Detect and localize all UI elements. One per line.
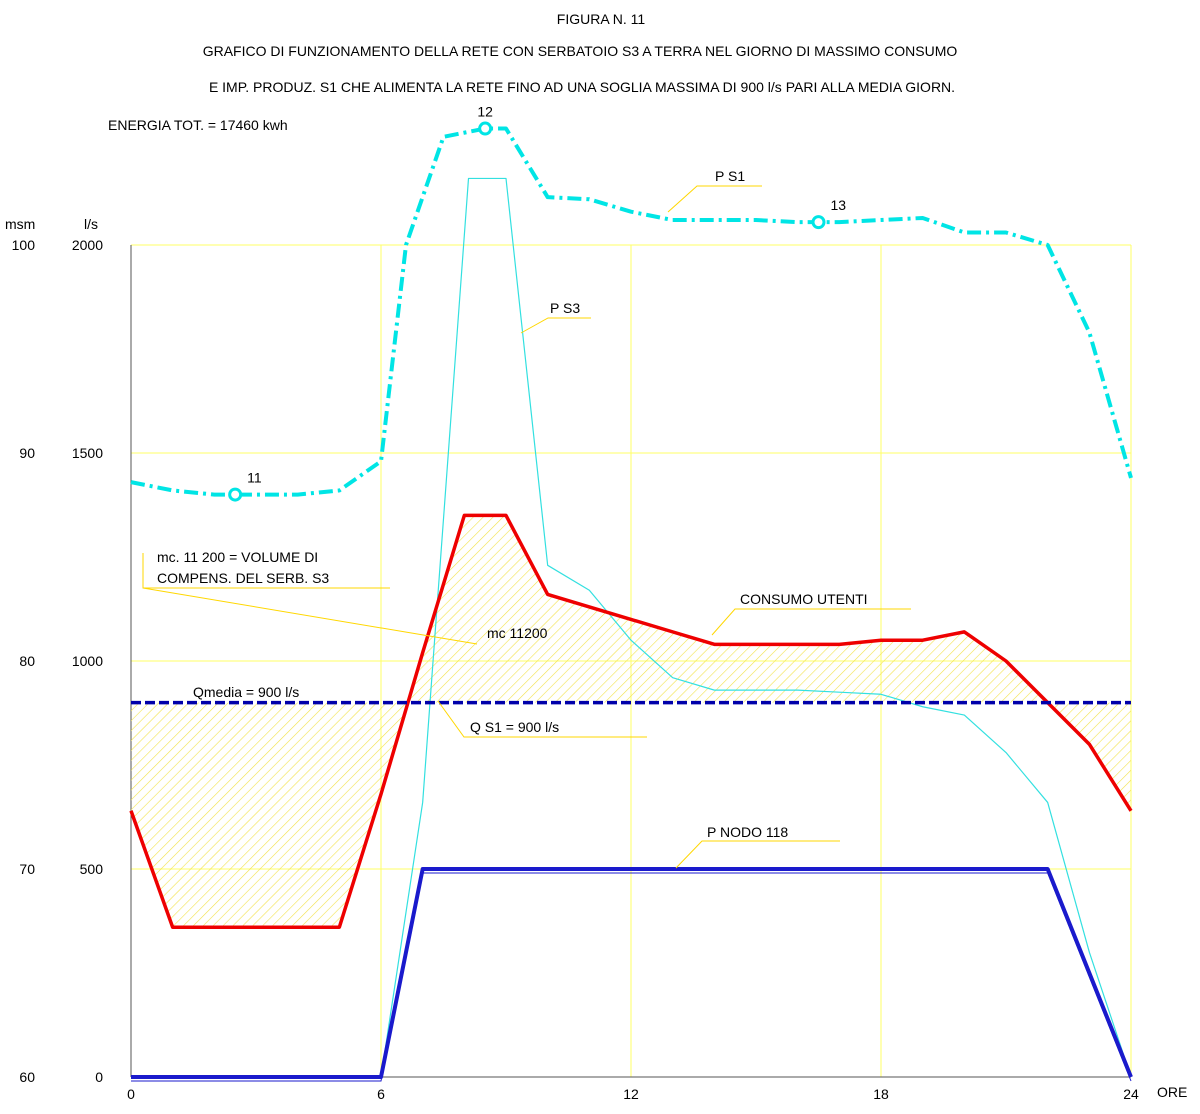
x-tick-label: 6: [377, 1086, 385, 1102]
annotation-ps1-label: P S1: [715, 168, 745, 184]
energy-total: ENERGIA TOT. = 17460 kwh: [108, 117, 288, 133]
annotation-qs1-label: Q S1 = 900 l/s: [470, 719, 559, 735]
chart-title-line2: E IMP. PRODUZ. S1 CHE ALIMENTA LA RETE F…: [209, 79, 955, 95]
tick-labels: 0 6 12 18 24 0 500 1000 1500 2000 60 70 80 90 100: [12, 237, 1139, 1102]
annotation-ps1: P S1: [667, 168, 762, 213]
series-p-s3: [380, 177, 1132, 1078]
y-tick-label-flow: 0: [95, 1069, 103, 1085]
x-tick-label: 24: [1123, 1086, 1139, 1102]
annotation-pnodo-label: P NODO 118: [707, 824, 788, 840]
marker-11: [228, 487, 243, 502]
y-tick-label-msm: 60: [19, 1069, 35, 1085]
marker-label-11: 11: [247, 470, 262, 486]
series-p-s1: [130, 126, 1133, 497]
x-axis-label: ORE: [1157, 1084, 1187, 1100]
series-lines: [129, 126, 1133, 1082]
annotation-volume-note-line2: COMPENS. DEL SERB. S3: [157, 570, 329, 586]
y-tick-label-msm: 90: [19, 445, 35, 461]
y-tick-label-flow: 1000: [72, 653, 103, 669]
hatch-below-qmedia: [131, 703, 1131, 928]
y-tick-label-msm: 70: [19, 861, 35, 877]
annotation-ps3-label: P S3: [550, 300, 580, 316]
series-markers: 11 12 13: [228, 104, 847, 502]
hatch-above-qmedia: [131, 515, 1131, 703]
x-tick-label: 12: [623, 1086, 639, 1102]
y-tick-label-msm: 100: [12, 237, 36, 253]
annotation-mc11200: mc 11200: [142, 587, 548, 645]
series-p-nodo-118-inner: [131, 872, 1132, 1082]
annotation-qs1: Q S1 = 900 l/s: [437, 700, 647, 738]
msm-axis-label: msm: [5, 216, 35, 232]
flow-axis-label: l/s: [84, 216, 98, 232]
annotation-consumo-label: CONSUMO UTENTI: [740, 591, 868, 607]
annotation-mc11200-label: mc 11200: [487, 625, 548, 641]
marker-label-13: 13: [831, 197, 847, 213]
x-tick-label: 18: [873, 1086, 889, 1102]
figure-label: FIGURA N. 11: [557, 11, 646, 27]
series-consumo-utenti: [129, 513, 1133, 929]
annotation-ps3: P S3: [520, 300, 591, 334]
marker-label-12: 12: [477, 104, 493, 120]
marker-12: [478, 121, 493, 136]
marker-13: [811, 215, 826, 230]
annotation-qmedia-label: Qmedia = 900 l/s: [193, 684, 299, 700]
chart-title-line1: GRAFICO DI FUNZIONAMENTO DELLA RETE CON …: [203, 43, 958, 59]
annotation-volume-note: mc. 11 200 = VOLUME DI COMPENS. DEL SERB…: [142, 549, 390, 589]
y-tick-label-msm: 80: [19, 653, 35, 669]
annotation-pnodo: P NODO 118: [675, 824, 840, 869]
y-tick-label-flow: 1500: [72, 445, 103, 461]
annotation-qmedia: Qmedia = 900 l/s: [193, 684, 299, 700]
compensation-volume-hatch: [131, 515, 1131, 928]
series-p-nodo-118: [131, 867, 1133, 1079]
annotation-volume-note-line1: mc. 11 200 = VOLUME DI: [157, 549, 318, 565]
annotation-consumo: CONSUMO UTENTI: [711, 591, 911, 636]
y-tick-label-flow: 2000: [72, 237, 103, 253]
y-tick-label-flow: 500: [80, 861, 104, 877]
x-tick-label: 0: [127, 1086, 135, 1102]
